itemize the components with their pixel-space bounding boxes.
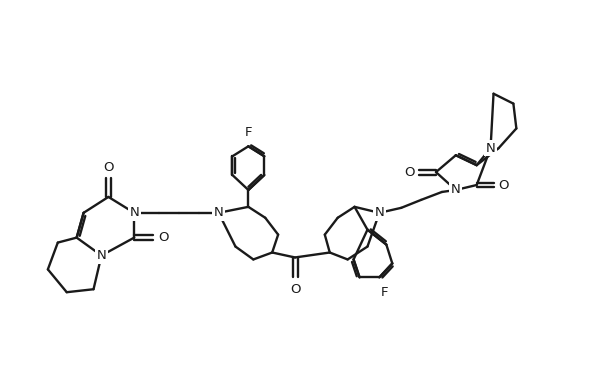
Text: F: F	[245, 126, 252, 139]
Text: O: O	[498, 178, 509, 191]
Text: N: N	[214, 206, 224, 219]
Text: F: F	[381, 286, 388, 299]
Text: N: N	[486, 142, 496, 155]
Text: N: N	[374, 206, 384, 219]
Text: O: O	[290, 283, 300, 296]
Text: N: N	[129, 206, 139, 219]
Text: N: N	[451, 184, 461, 196]
Text: O: O	[103, 161, 114, 174]
Text: O: O	[158, 231, 168, 244]
Text: N: N	[96, 249, 107, 262]
Text: O: O	[404, 166, 414, 179]
